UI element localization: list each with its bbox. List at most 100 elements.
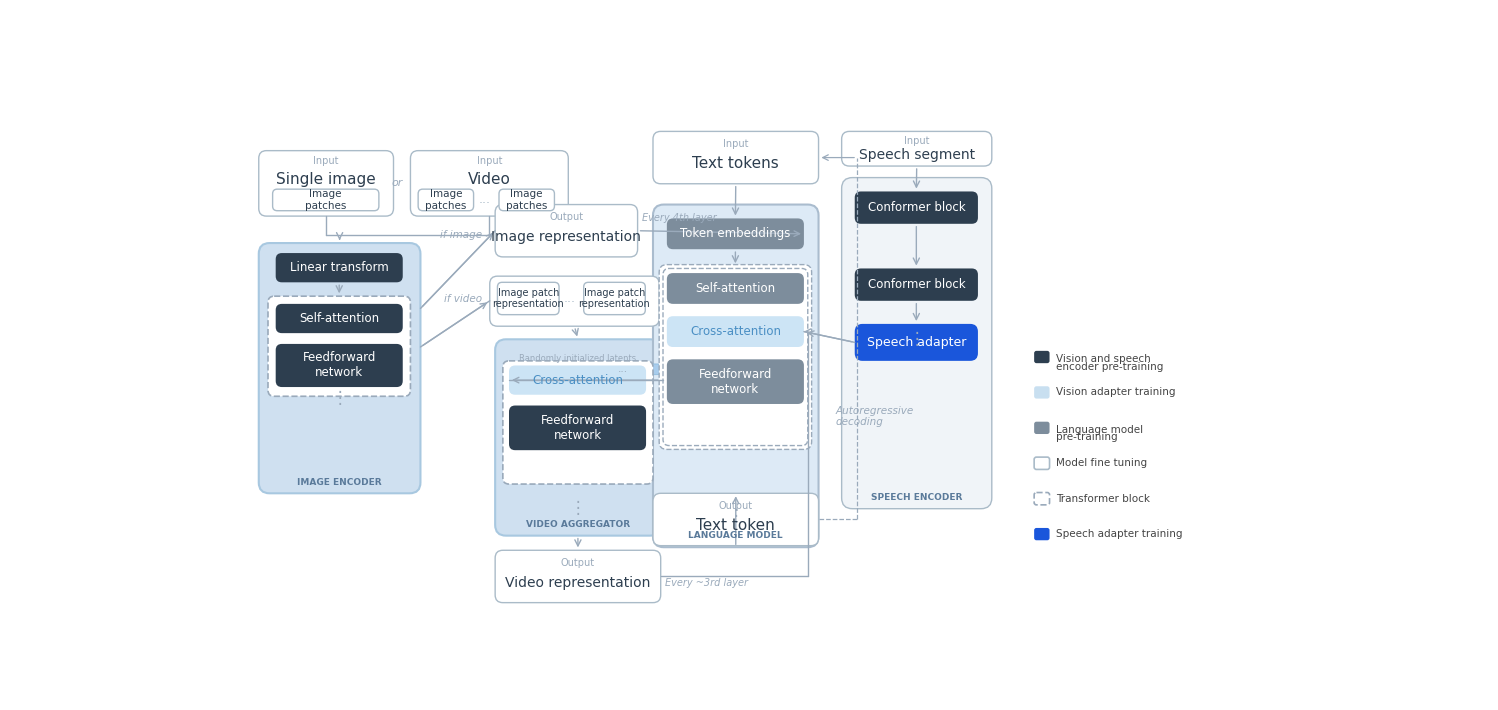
FancyBboxPatch shape: [539, 364, 553, 375]
Text: Speech adapter: Speech adapter: [867, 336, 966, 349]
Text: ⋮: ⋮: [728, 508, 745, 525]
Text: Feedforward
network: Feedforward network: [541, 414, 614, 442]
FancyBboxPatch shape: [418, 189, 473, 211]
Text: Output: Output: [550, 212, 583, 222]
Text: Speech segment: Speech segment: [858, 148, 975, 161]
Text: ⋮: ⋮: [569, 499, 586, 517]
Text: SPEECH ENCODER: SPEECH ENCODER: [870, 493, 962, 502]
FancyBboxPatch shape: [647, 364, 661, 375]
FancyBboxPatch shape: [497, 283, 559, 315]
Text: Video representation: Video representation: [505, 576, 650, 589]
Text: if video: if video: [443, 294, 482, 305]
FancyBboxPatch shape: [268, 296, 410, 396]
Text: IMAGE ENCODER: IMAGE ENCODER: [297, 478, 382, 487]
FancyBboxPatch shape: [842, 131, 992, 166]
Text: Language model: Language model: [1056, 425, 1143, 435]
FancyBboxPatch shape: [855, 192, 978, 224]
FancyBboxPatch shape: [667, 219, 804, 249]
FancyBboxPatch shape: [490, 276, 659, 326]
Text: Autoregressive
decoding: Autoregressive decoding: [836, 405, 914, 427]
FancyBboxPatch shape: [496, 204, 638, 257]
Text: ...: ...: [478, 193, 490, 207]
FancyBboxPatch shape: [1034, 457, 1050, 469]
Text: Image patch
representation: Image patch representation: [493, 288, 565, 310]
FancyBboxPatch shape: [276, 344, 403, 387]
Text: Conformer block: Conformer block: [867, 201, 965, 214]
Text: Image
patches: Image patches: [306, 189, 346, 211]
FancyBboxPatch shape: [659, 265, 812, 449]
FancyBboxPatch shape: [855, 268, 978, 301]
Text: Text token: Text token: [697, 518, 774, 533]
FancyBboxPatch shape: [509, 364, 521, 375]
Text: Single image: Single image: [276, 173, 376, 187]
Text: ...: ...: [563, 292, 575, 305]
Text: if image: if image: [440, 229, 482, 239]
FancyBboxPatch shape: [664, 268, 807, 446]
Text: Input: Input: [724, 138, 749, 148]
FancyBboxPatch shape: [276, 253, 403, 283]
Text: or: or: [391, 178, 403, 188]
FancyBboxPatch shape: [855, 324, 978, 361]
Text: Cross-attention: Cross-attention: [532, 373, 623, 387]
FancyBboxPatch shape: [556, 364, 568, 375]
Text: Every ~3rd layer: Every ~3rd layer: [665, 578, 749, 588]
FancyBboxPatch shape: [410, 151, 568, 216]
FancyBboxPatch shape: [1034, 422, 1050, 434]
FancyBboxPatch shape: [1034, 386, 1050, 398]
Text: Input: Input: [313, 156, 339, 166]
Text: Token embeddings: Token embeddings: [680, 227, 791, 240]
Text: Self-attention: Self-attention: [695, 282, 776, 295]
Text: Input: Input: [903, 136, 929, 146]
Text: Cross-attention: Cross-attention: [691, 325, 780, 338]
Text: encoder pre-training: encoder pre-training: [1056, 361, 1162, 371]
FancyBboxPatch shape: [667, 273, 804, 304]
Text: Model fine tuning: Model fine tuning: [1056, 458, 1147, 469]
Text: Vision adapter training: Vision adapter training: [1056, 388, 1176, 398]
FancyBboxPatch shape: [496, 550, 661, 603]
Text: Image representation: Image representation: [491, 230, 641, 244]
FancyBboxPatch shape: [667, 316, 804, 347]
FancyBboxPatch shape: [1034, 528, 1050, 540]
Text: Conformer block: Conformer block: [867, 278, 965, 291]
Text: Randomly initialized latents: Randomly initialized latents: [520, 354, 637, 363]
Text: Image
patches: Image patches: [425, 189, 466, 211]
FancyBboxPatch shape: [273, 189, 379, 211]
FancyBboxPatch shape: [586, 364, 598, 375]
Text: Output: Output: [719, 501, 753, 510]
FancyBboxPatch shape: [496, 339, 661, 535]
FancyBboxPatch shape: [584, 283, 646, 315]
Text: Output: Output: [560, 557, 595, 567]
FancyBboxPatch shape: [653, 131, 818, 184]
Text: Image
patches: Image patches: [506, 189, 547, 211]
FancyBboxPatch shape: [1034, 493, 1050, 505]
FancyBboxPatch shape: [653, 204, 818, 547]
FancyBboxPatch shape: [667, 359, 804, 404]
FancyBboxPatch shape: [1034, 351, 1050, 364]
FancyBboxPatch shape: [259, 243, 421, 493]
Text: Video: Video: [467, 173, 511, 187]
FancyBboxPatch shape: [842, 178, 992, 508]
Text: VIDEO AGGREGATOR: VIDEO AGGREGATOR: [526, 520, 631, 530]
FancyBboxPatch shape: [524, 364, 536, 375]
FancyBboxPatch shape: [503, 361, 653, 484]
Text: Feedforward
network: Feedforward network: [303, 351, 376, 379]
Text: Image patch
representation: Image patch representation: [578, 288, 650, 310]
Text: Every 4th layer: Every 4th layer: [643, 214, 718, 224]
Text: ...: ...: [617, 364, 628, 374]
Text: ⋮: ⋮: [331, 389, 348, 407]
Text: Speech adapter training: Speech adapter training: [1056, 529, 1182, 539]
FancyBboxPatch shape: [601, 364, 614, 375]
FancyBboxPatch shape: [276, 304, 403, 333]
Text: LANGUAGE MODEL: LANGUAGE MODEL: [689, 531, 783, 540]
FancyBboxPatch shape: [509, 366, 646, 395]
Text: Linear transform: Linear transform: [289, 261, 388, 274]
Text: Vision and speech: Vision and speech: [1056, 354, 1150, 364]
FancyBboxPatch shape: [509, 405, 646, 450]
Text: Feedforward
network: Feedforward network: [698, 368, 771, 395]
FancyBboxPatch shape: [632, 364, 644, 375]
FancyBboxPatch shape: [653, 493, 818, 546]
FancyBboxPatch shape: [499, 189, 554, 211]
FancyBboxPatch shape: [571, 364, 583, 375]
Text: Transformer block: Transformer block: [1056, 493, 1149, 503]
Text: Input: Input: [476, 156, 502, 166]
